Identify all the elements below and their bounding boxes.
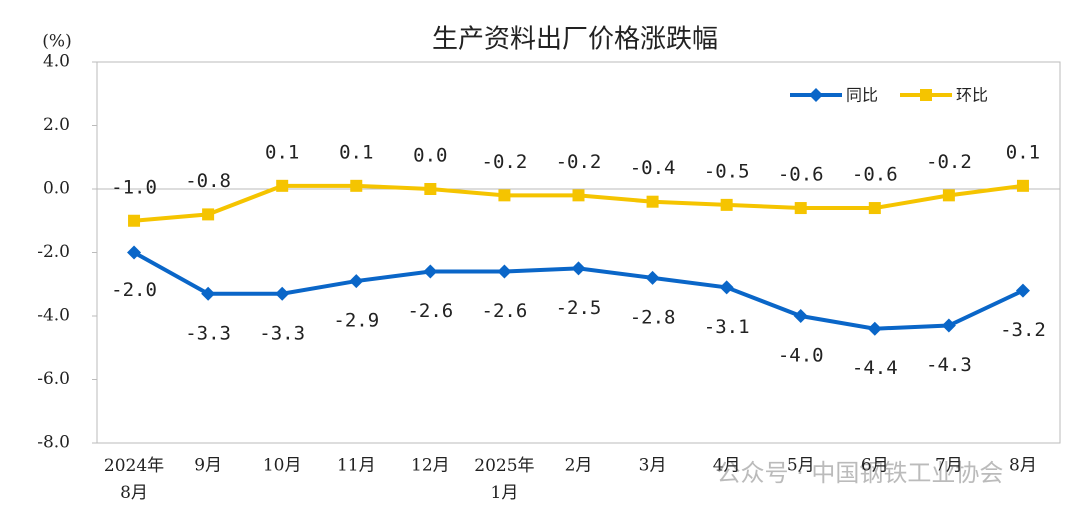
- data-label: -3.3: [259, 322, 305, 344]
- data-label: -2.6: [482, 300, 528, 322]
- data-label: 0.1: [339, 141, 373, 163]
- data-label: -2.9: [333, 310, 379, 332]
- point: [497, 264, 512, 279]
- x-tick-label: 12月: [411, 456, 450, 476]
- y-tick-label: -8.0: [37, 433, 70, 453]
- point: [719, 280, 734, 295]
- data-label: 0.1: [265, 141, 299, 163]
- point: [646, 195, 659, 208]
- data-label: 0.0: [413, 145, 447, 167]
- data-label: -2.5: [556, 297, 602, 319]
- point: [1015, 283, 1030, 298]
- point: [571, 261, 586, 276]
- data-label: -2.6: [407, 300, 453, 322]
- y-tick-label: 4.0: [43, 52, 70, 72]
- data-label: -3.2: [1000, 319, 1046, 341]
- plot-frame: [96, 61, 1061, 444]
- x-tick-label: 8月: [1009, 456, 1037, 476]
- data-label: -2.0: [111, 279, 157, 301]
- point: [793, 309, 808, 323]
- point: [941, 318, 956, 333]
- data-label: -1.0: [111, 176, 157, 198]
- data-label: -0.8: [185, 170, 231, 192]
- x-tick-label: 10月: [263, 456, 302, 476]
- point: [794, 202, 807, 215]
- x-tick-label: 4月: [713, 456, 741, 476]
- data-label: 0.1: [1006, 141, 1040, 163]
- legend-label: 同比: [846, 86, 878, 105]
- point: [498, 189, 511, 202]
- point: [349, 274, 364, 289]
- point: [275, 286, 290, 301]
- point: [424, 183, 437, 195]
- point: [423, 264, 438, 279]
- x-tick-label: 2月: [565, 456, 593, 476]
- point: [128, 214, 141, 227]
- point: [867, 321, 882, 336]
- legend-marker: [920, 89, 932, 101]
- point: [202, 208, 215, 221]
- x-tick-label: 3月: [639, 456, 667, 476]
- x-tick-label: 11月: [337, 456, 376, 476]
- data-label: -4.4: [852, 357, 898, 379]
- data-label: -0.2: [926, 151, 972, 173]
- point: [868, 202, 881, 215]
- point: [645, 270, 660, 285]
- data-label: -0.2: [482, 151, 528, 173]
- data-label: -0.4: [630, 157, 676, 179]
- x-tick-label: 7月: [935, 456, 963, 476]
- x-tick-label: 2025年 1月: [474, 456, 534, 503]
- point: [276, 179, 289, 192]
- point: [572, 189, 585, 202]
- y-tick-label: -4.0: [37, 306, 70, 326]
- data-label: -0.5: [704, 160, 750, 182]
- y-tick-label: 2.0: [43, 115, 70, 135]
- point: [127, 245, 142, 260]
- y-tick-label: 0.0: [43, 179, 70, 199]
- y-tick-label: -6.0: [37, 369, 70, 389]
- x-tick-label: 9月: [194, 456, 222, 476]
- chart-title: 生产资料出厂价格涨跌幅: [432, 25, 718, 55]
- x-tick-label: 2024年 8月: [104, 456, 164, 503]
- y-tick-label: -2.0: [37, 242, 70, 262]
- data-label: -4.0: [778, 345, 824, 367]
- data-label: -0.2: [556, 151, 602, 173]
- y-axis-label: (%): [42, 32, 71, 52]
- point: [720, 198, 733, 211]
- point: [942, 189, 955, 202]
- data-label: -3.1: [704, 316, 750, 338]
- data-label: -3.3: [185, 322, 231, 344]
- data-label: -4.3: [926, 354, 972, 376]
- x-tick-label: 6月: [861, 456, 889, 476]
- x-tick-label: 5月: [787, 456, 815, 476]
- data-label: -0.6: [852, 164, 898, 186]
- legend-label: 环比: [956, 86, 988, 105]
- data-label: -0.6: [778, 164, 824, 186]
- point: [1016, 179, 1029, 192]
- point: [201, 286, 216, 301]
- watermark: 公众号 · 中国钢铁工业协会: [717, 459, 1004, 487]
- data-label: -2.8: [630, 306, 676, 328]
- point: [350, 179, 363, 192]
- legend-marker: [809, 88, 823, 102]
